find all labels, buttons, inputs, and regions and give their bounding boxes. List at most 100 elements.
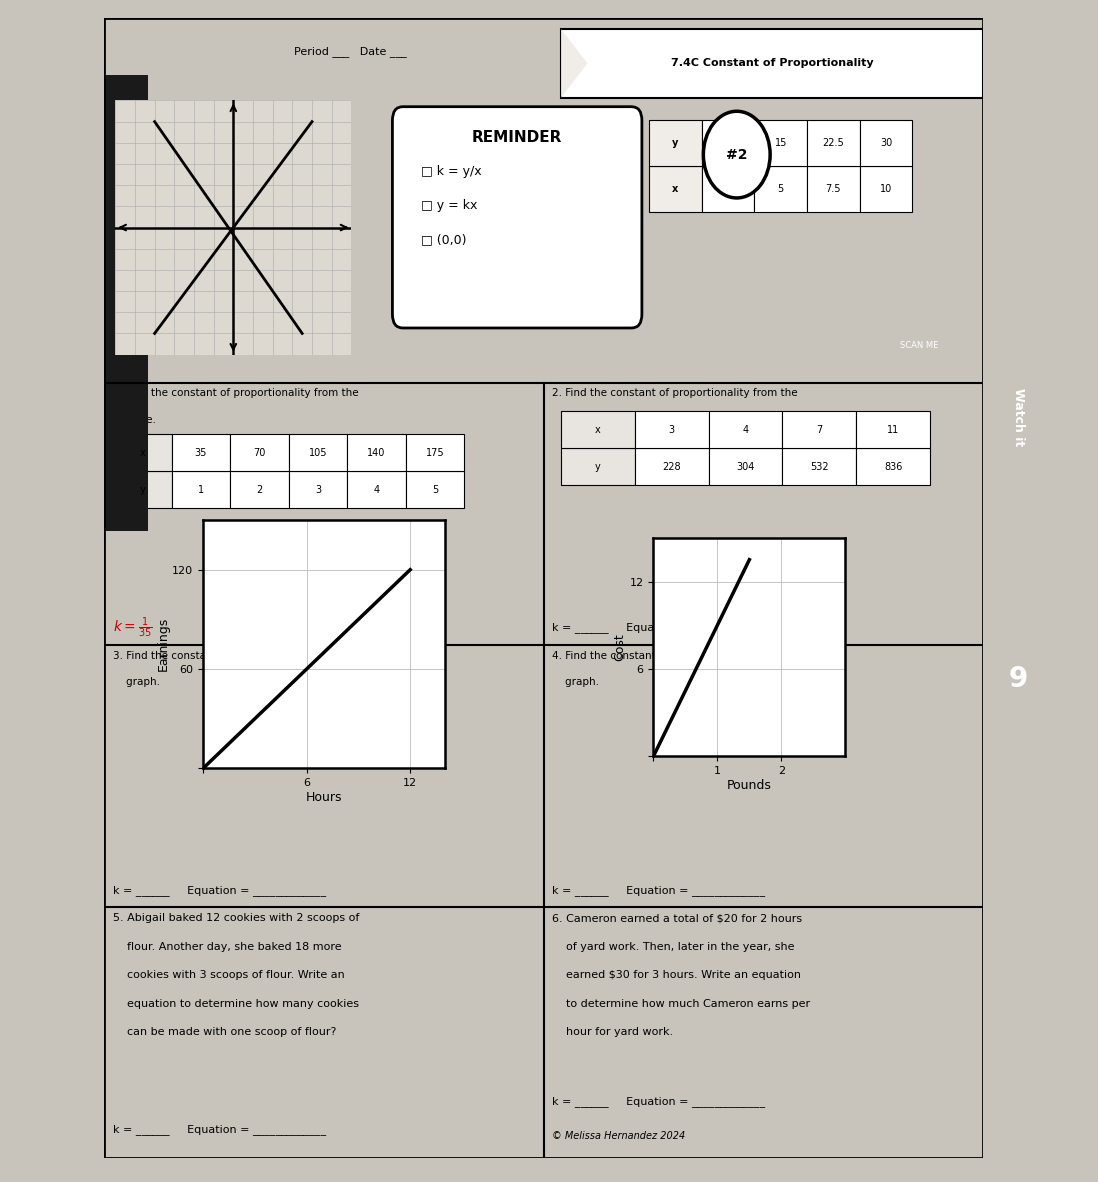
Text: 2. Find the constant of proportionality from the: 2. Find the constant of proportionality … [552,389,798,398]
Text: 6. Cameron earned a total of $20 for 2 hours: 6. Cameron earned a total of $20 for 2 h… [552,914,803,923]
Text: 140: 140 [368,448,385,457]
Polygon shape [561,30,587,98]
Text: x: x [595,424,601,435]
Text: $y=\frac{1}{35}x$: $y=\frac{1}{35}x$ [336,551,400,579]
Text: 10: 10 [879,184,893,194]
Text: SCAN ME: SCAN ME [900,342,939,350]
Bar [702,121,754,165]
Bar [406,472,464,508]
Bar [231,434,289,472]
Text: 9: 9 [1009,665,1028,694]
Text: Equation = ________________: Equation = ________________ [219,623,381,634]
Text: Period ___   Date ___: Period ___ Date ___ [294,46,406,58]
Text: y: y [139,485,145,494]
Text: earned $30 for 3 hours. Write an equation: earned $30 for 3 hours. Write an equatio… [552,970,802,980]
FancyBboxPatch shape [392,106,642,327]
Bar [860,121,912,165]
Text: 3: 3 [315,485,321,494]
Bar [171,472,231,508]
Bar [754,121,807,165]
Text: 4: 4 [742,424,749,435]
Bar [635,448,708,486]
Y-axis label: Cost: Cost [614,634,627,661]
Text: can be made with one scoop of flour?: can be made with one scoop of flour? [113,1027,336,1037]
Text: © Melissa Hernandez 2024: © Melissa Hernandez 2024 [552,1130,685,1141]
Bar [708,448,783,486]
Text: □ y = kx: □ y = kx [421,200,477,213]
Bar [649,121,702,165]
Bar [561,448,635,486]
Bar [347,434,406,472]
Bar [113,434,171,472]
Text: table.: table. [552,415,595,424]
Bar [649,165,702,212]
Text: Name ____________________: Name ____________________ [166,104,315,115]
Text: 15: 15 [774,138,787,148]
Bar [289,434,347,472]
Text: x: x [139,448,145,457]
Text: k = ______     Equation = _____________: k = ______ Equation = _____________ [552,885,765,896]
Text: Examples: Examples [121,273,132,332]
Text: y: y [672,138,679,148]
Text: k = ______     Equation = _____________: k = ______ Equation = _____________ [113,885,326,896]
Text: 7: 7 [816,424,822,435]
Text: 30: 30 [879,138,893,148]
Bar [783,411,856,448]
Text: 5: 5 [777,184,784,194]
Bar [104,74,148,531]
Text: 1: 1 [198,485,204,494]
Text: 7.4C Constant of Proportionality: 7.4C Constant of Proportionality [671,58,873,69]
Text: 532: 532 [810,462,829,472]
Bar [754,165,807,212]
Bar [856,448,930,486]
Text: 4. Find the constant of proportionality from the: 4. Find the constant of proportionality … [552,651,798,661]
Text: 5. Abigail baked 12 cookies with 2 scoops of: 5. Abigail baked 12 cookies with 2 scoop… [113,914,359,923]
X-axis label: Hours: Hours [305,791,343,804]
Text: k = ______     Equation = _____________: k = ______ Equation = _____________ [552,1096,765,1106]
Y-axis label: Earnings: Earnings [157,617,169,671]
Bar [635,411,708,448]
Text: □ (0,0): □ (0,0) [421,234,466,247]
Text: 304: 304 [737,462,754,472]
Bar [783,448,856,486]
Text: 7.5: 7.5 [720,138,736,148]
Text: □ k = y/x: □ k = y/x [421,165,481,178]
Text: graph.: graph. [113,677,160,687]
Bar [708,411,783,448]
Bar [807,121,860,165]
Text: #2: #2 [726,148,748,162]
Text: hour for yard work.: hour for yard work. [552,1027,673,1037]
Text: 7.5: 7.5 [826,184,841,194]
Text: 3: 3 [669,424,675,435]
Text: 35: 35 [194,448,208,457]
Bar [807,165,860,212]
Text: equation to determine how many cookies: equation to determine how many cookies [113,999,359,1008]
Text: 1. Find the constant of proportionality from the: 1. Find the constant of proportionality … [113,389,359,398]
Text: 175: 175 [426,448,445,457]
Text: x: x [672,184,679,194]
Text: 2: 2 [256,485,262,494]
Text: 70: 70 [254,448,266,457]
Text: 4: 4 [373,485,380,494]
Text: 11: 11 [887,424,899,435]
Text: 3. Find the constant of proportionality from the: 3. Find the constant of proportionality … [113,651,359,661]
Text: of yard work. Then, later in the year, she: of yard work. Then, later in the year, s… [552,942,795,952]
Text: $k=\frac{1}{35}$: $k=\frac{1}{35}$ [113,616,153,641]
Bar [113,472,171,508]
Text: table.: table. [113,415,156,424]
Circle shape [704,111,770,197]
Text: 228: 228 [662,462,681,472]
Text: 836: 836 [884,462,903,472]
Bar [171,434,231,472]
Text: 5: 5 [432,485,438,494]
Text: flour. Another day, she baked 18 more: flour. Another day, she baked 18 more [113,942,341,952]
Text: cookies with 3 scoops of flour. Write an: cookies with 3 scoops of flour. Write an [113,970,345,980]
Circle shape [229,111,295,197]
Text: 2.5: 2.5 [720,184,736,194]
Bar [289,472,347,508]
Bar [347,472,406,508]
Text: y: y [595,462,601,472]
Text: 22.5: 22.5 [822,138,844,148]
Bar [231,472,289,508]
Polygon shape [561,30,983,98]
